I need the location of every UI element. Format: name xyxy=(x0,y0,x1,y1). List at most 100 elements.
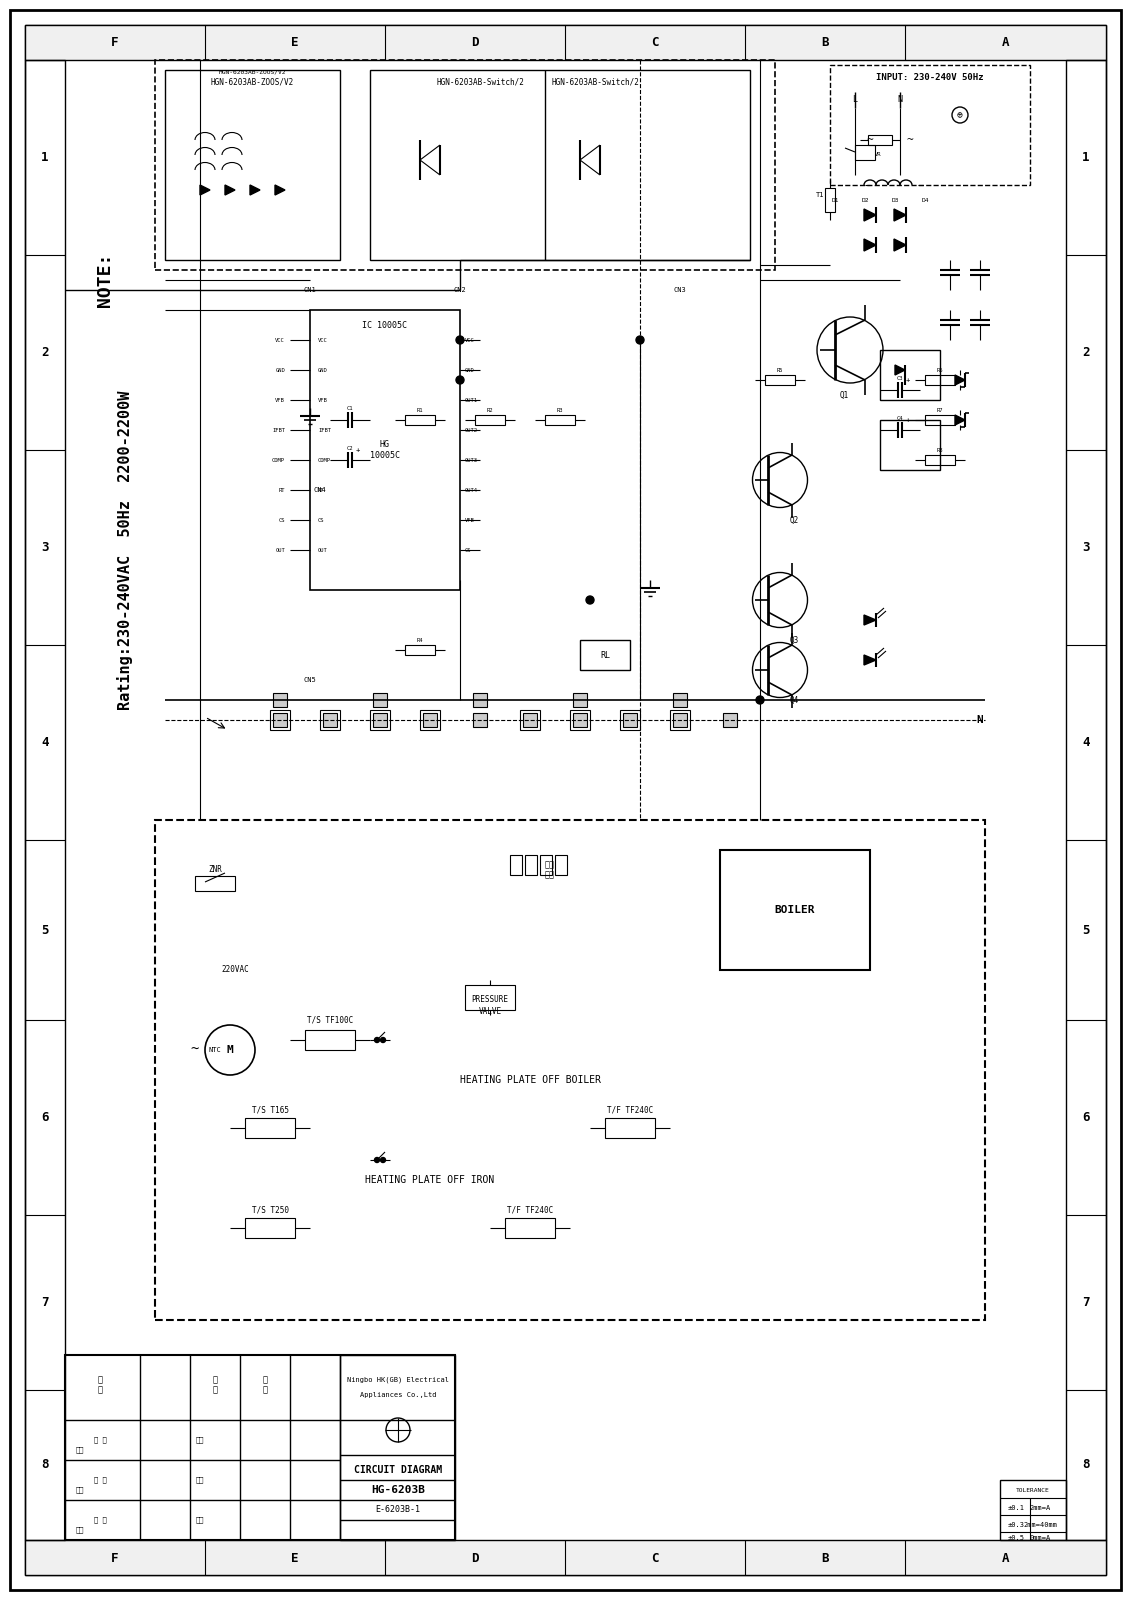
Bar xyxy=(473,714,487,726)
Text: 7: 7 xyxy=(41,1296,49,1309)
Bar xyxy=(573,714,587,726)
Bar xyxy=(25,26,1106,59)
Text: R5: R5 xyxy=(777,368,784,373)
Text: 1: 1 xyxy=(1082,150,1090,165)
Text: OUT2: OUT2 xyxy=(465,427,478,432)
Bar xyxy=(573,693,587,707)
Text: OUT: OUT xyxy=(318,547,328,552)
Text: 日 期: 日 期 xyxy=(94,1477,106,1483)
Text: 3: 3 xyxy=(1082,541,1090,554)
Text: Q4: Q4 xyxy=(789,696,800,704)
Bar xyxy=(340,1355,455,1539)
Text: Ningbo HK(GB) Electrical: Ningbo HK(GB) Electrical xyxy=(347,1376,449,1384)
Bar xyxy=(925,374,955,386)
Text: T/S TF100C: T/S TF100C xyxy=(307,1016,353,1024)
Text: VALVE: VALVE xyxy=(478,1008,501,1016)
Text: 2mm=A: 2mm=A xyxy=(1029,1506,1051,1510)
Text: 标记: 标记 xyxy=(76,1526,84,1533)
Bar xyxy=(310,310,460,590)
Bar xyxy=(510,854,523,875)
Bar xyxy=(370,70,750,259)
Text: D3: D3 xyxy=(891,197,899,203)
Text: COMP: COMP xyxy=(271,458,285,462)
Bar xyxy=(765,374,795,386)
Bar xyxy=(273,714,287,726)
Bar xyxy=(64,1355,455,1539)
Polygon shape xyxy=(275,186,285,195)
Text: CN1: CN1 xyxy=(303,286,317,293)
Bar xyxy=(320,710,340,730)
Circle shape xyxy=(374,1037,380,1043)
Text: 更改: 更改 xyxy=(196,1517,205,1523)
Text: 2: 2 xyxy=(41,346,49,358)
Text: ±0.5: ±0.5 xyxy=(1008,1534,1025,1541)
Bar xyxy=(545,414,575,426)
Text: R4: R4 xyxy=(416,637,423,643)
Bar xyxy=(155,59,775,270)
Text: T/S T250: T/S T250 xyxy=(251,1205,288,1214)
Bar xyxy=(880,419,940,470)
Bar xyxy=(506,1218,555,1238)
Bar xyxy=(723,714,737,726)
Text: HGN-6203AB-ZOOS/V2: HGN-6203AB-ZOOS/V2 xyxy=(210,77,294,86)
Bar xyxy=(423,714,437,726)
Text: CS: CS xyxy=(465,547,472,552)
Text: B: B xyxy=(821,35,829,48)
Text: C1: C1 xyxy=(347,405,353,411)
Text: R8: R8 xyxy=(936,448,943,453)
Bar xyxy=(605,1118,655,1138)
Text: ~: ~ xyxy=(907,134,914,146)
Text: CS: CS xyxy=(278,517,285,523)
Text: RL: RL xyxy=(601,651,610,659)
Text: ⊕: ⊕ xyxy=(957,110,962,120)
Text: C3: C3 xyxy=(897,376,904,381)
Text: VCC: VCC xyxy=(465,338,475,342)
Text: NOTE:: NOTE: xyxy=(96,253,114,307)
Text: VCC: VCC xyxy=(318,338,328,342)
Text: 热敏
电阻: 热敏 电阻 xyxy=(545,861,555,880)
Text: CN5: CN5 xyxy=(303,677,317,683)
Text: OUT1: OUT1 xyxy=(465,397,478,403)
Bar xyxy=(580,640,630,670)
Text: IFBT: IFBT xyxy=(271,427,285,432)
Text: D1: D1 xyxy=(831,197,839,203)
Polygon shape xyxy=(864,654,877,666)
Bar xyxy=(245,1218,295,1238)
Text: T/S T165: T/S T165 xyxy=(251,1106,288,1115)
Polygon shape xyxy=(225,186,235,195)
Text: C: C xyxy=(651,1552,658,1565)
Text: ~: ~ xyxy=(866,134,873,146)
Text: 1: 1 xyxy=(41,150,49,165)
Polygon shape xyxy=(893,238,906,251)
Bar xyxy=(195,877,235,891)
Circle shape xyxy=(456,376,464,384)
Bar xyxy=(673,714,687,726)
Text: 7: 7 xyxy=(1082,1296,1090,1309)
Circle shape xyxy=(456,336,464,344)
Text: OUT: OUT xyxy=(275,547,285,552)
Text: R1: R1 xyxy=(416,408,423,413)
Bar xyxy=(867,134,892,146)
Text: HGN-6203AB-ZOOS/V2: HGN-6203AB-ZOOS/V2 xyxy=(218,69,286,75)
Bar xyxy=(273,693,287,707)
Text: VFB: VFB xyxy=(465,517,475,523)
Text: GND: GND xyxy=(318,368,328,373)
Polygon shape xyxy=(955,374,965,386)
Text: INPUT: 230-240V 50Hz: INPUT: 230-240V 50Hz xyxy=(877,74,984,83)
Polygon shape xyxy=(864,210,877,221)
Text: CS: CS xyxy=(318,517,325,523)
Bar xyxy=(925,414,955,426)
Text: B: B xyxy=(821,1552,829,1565)
Text: 标记: 标记 xyxy=(76,1446,84,1453)
Circle shape xyxy=(586,595,594,603)
Bar xyxy=(555,854,567,875)
Text: ±0.1: ±0.1 xyxy=(1008,1506,1025,1510)
Text: E: E xyxy=(292,1552,299,1565)
Text: C2: C2 xyxy=(347,445,353,451)
Text: D: D xyxy=(472,35,478,48)
Bar xyxy=(620,710,640,730)
Bar xyxy=(473,693,487,707)
Text: 批
准: 批 准 xyxy=(262,1376,268,1395)
Text: +: + xyxy=(906,418,910,422)
Text: OUT3: OUT3 xyxy=(465,458,478,462)
